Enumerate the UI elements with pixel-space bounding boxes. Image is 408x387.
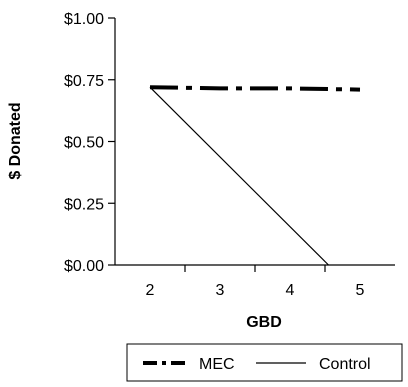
y-ticks: $0.00 $0.25 $0.50 $0.75 $1.00: [64, 11, 115, 275]
x-tick-label: 3: [216, 282, 225, 299]
y-tick-label: $0.25: [64, 196, 104, 213]
series-line-mec: [149, 85, 361, 92]
y-tick-label: $0.00: [64, 258, 104, 275]
y-axis-title: $ Donated: [7, 102, 24, 179]
x-ticks: 2 3 4 5: [146, 265, 365, 299]
x-axis-title: GBD: [246, 314, 282, 331]
y-tick-label: $0.50: [64, 135, 104, 152]
y-tick-label: $0.75: [64, 73, 104, 90]
plot-area: $0.00 $0.25 $0.50 $0.75 $1.00 2 3 4 5: [64, 11, 395, 299]
x-tick-label: 5: [356, 282, 365, 299]
legend-label-mec: MEC: [199, 356, 235, 373]
legend-label-control: Control: [319, 356, 371, 373]
x-tick-label: 4: [286, 282, 295, 299]
x-tick-label: 2: [146, 282, 155, 299]
series-layer: [149, 85, 361, 266]
y-tick-label: $1.00: [64, 11, 104, 28]
legend: MEC Control: [126, 343, 403, 382]
series-line-control: [149, 86, 329, 266]
